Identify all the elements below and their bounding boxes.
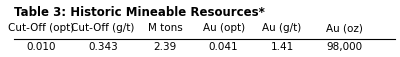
Text: Au (g/t): Au (g/t) [262,23,302,33]
Text: M tons: M tons [148,23,183,33]
Text: Au (oz): Au (oz) [326,23,363,33]
Text: 2.39: 2.39 [154,41,177,51]
Text: Cut-Off (g/t): Cut-Off (g/t) [71,23,135,33]
Text: 0.010: 0.010 [26,41,56,51]
Text: 98,000: 98,000 [326,41,362,51]
Text: Au (opt): Au (opt) [202,23,245,33]
Text: Cut-Off (opt): Cut-Off (opt) [8,23,74,33]
Text: 0.343: 0.343 [88,41,118,51]
Text: 0.041: 0.041 [209,41,238,51]
Text: 1.41: 1.41 [270,41,294,51]
Text: Table 3: Historic Mineable Resources*: Table 3: Historic Mineable Resources* [14,6,264,18]
